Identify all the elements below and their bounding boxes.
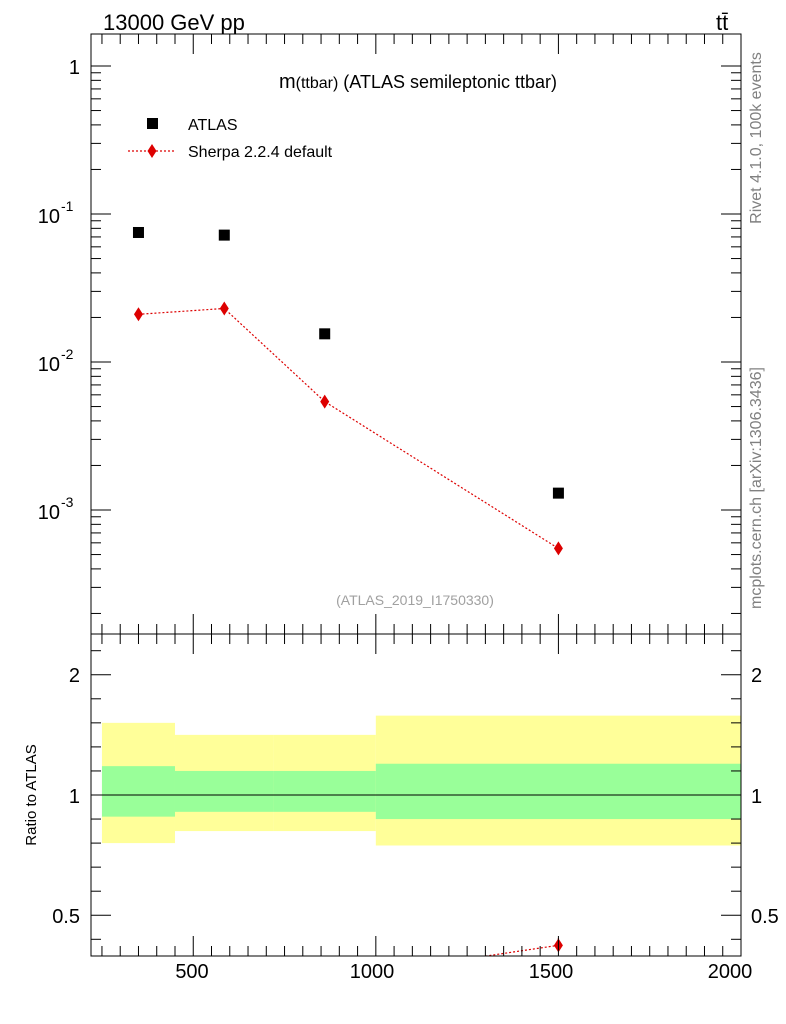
legend: ATLAS Sherpa 2.2.4 default — [128, 117, 333, 161]
ratio-ytick-0.5-left: 0.5 — [52, 906, 80, 928]
chart-title: m(ttbar) (ATLAS semileptonic ttbar) — [279, 71, 557, 93]
mc-point-1 — [219, 301, 229, 316]
chart-title-rest: (ATLAS semileptonic ttbar) — [338, 72, 557, 92]
mc-point-2 — [320, 394, 330, 409]
ratio-ylabel: Ratio to ATLAS — [23, 744, 40, 845]
legend-mc-label: Sherpa 2.2.4 default — [188, 144, 333, 161]
xtick-label-2000: 2000 — [708, 961, 753, 983]
side-label-bottom: mcplots.cern.ch [arXiv:1306.3436] — [748, 367, 765, 609]
ratio-band-inner-0 — [101, 766, 175, 817]
header-right: tt̄ — [716, 10, 728, 35]
ratio-band-inner-3 — [375, 763, 741, 820]
side-label-top: Rivet 4.1.0, 100k events — [748, 52, 765, 224]
ratio-plot-marks — [91, 715, 741, 956]
main-plot-marks — [132, 226, 564, 556]
header-left: 13000 GeV pp — [103, 10, 245, 35]
ratio-ytick-1-right: 1 — [751, 786, 762, 808]
mc-series-line — [138, 307, 559, 549]
ytick-label-0.1-exp: -1 — [61, 198, 74, 214]
ytick-label-0.01-exp: -2 — [61, 346, 74, 362]
xtick-label-1500: 1500 — [529, 961, 574, 983]
ytick-label-0.01-base: 10 — [38, 354, 60, 376]
ratio-ytick-2-right: 2 — [751, 665, 762, 687]
ratio-ytick-1-left: 1 — [69, 786, 80, 808]
ratio-band-inner-2 — [273, 770, 376, 812]
xtick-label-500: 500 — [175, 961, 208, 983]
ytick-label-0.001-base: 10 — [38, 502, 60, 524]
atlas-point-2 — [319, 328, 331, 340]
mc-point-3 — [553, 541, 563, 556]
xtick-label-1000: 1000 — [350, 961, 395, 983]
ratio-band-inner-1 — [174, 770, 274, 812]
main-panel: 1 10 -1 10 -2 10 -3 m(ttbar) (ATLAS semi… — [38, 33, 742, 635]
ratio-axis-ticks — [91, 634, 742, 956]
chart-title-main: m — [279, 71, 296, 93]
legend-atlas-marker — [147, 118, 158, 129]
legend-mc-marker — [147, 144, 157, 158]
legend-atlas-label: ATLAS — [188, 117, 238, 134]
ytick-label-0.001-exp: -3 — [61, 494, 74, 510]
ytick-label-1: 1 — [69, 57, 80, 79]
ratio-panel: 0.5 1 2 0.5 1 2 500 1000 1500 2000 Ratio… — [23, 633, 779, 983]
ratio-ytick-2-left: 2 — [69, 665, 80, 687]
analysis-reference: (ATLAS_2019_I1750330) — [336, 592, 494, 608]
atlas-point-1 — [218, 229, 230, 241]
main-axis-ticks — [91, 34, 742, 634]
ratio-ytick-0.5-right: 0.5 — [751, 906, 779, 928]
ytick-label-0.1-base: 10 — [38, 206, 60, 228]
chart-title-sub: (ttbar) — [296, 75, 339, 92]
mc-point-0 — [133, 307, 143, 322]
atlas-point-0 — [132, 226, 144, 238]
atlas-point-3 — [552, 487, 564, 499]
